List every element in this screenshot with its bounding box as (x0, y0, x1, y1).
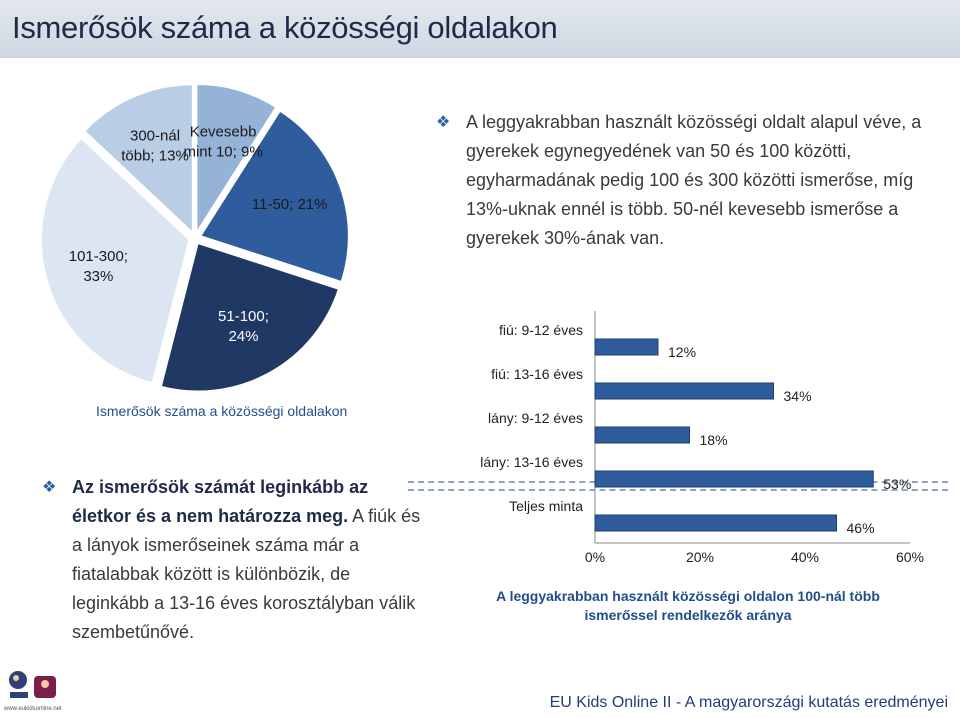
category-label: fiú: 9-12 éves (499, 322, 583, 338)
finding-body: A fiúk és a lányok ismerőseinek száma má… (72, 506, 421, 642)
logo-url: www.eukidsonline.net (4, 706, 62, 712)
value-label: 12% (668, 344, 696, 360)
value-label: 53% (883, 476, 911, 492)
summary-text: ❖ A leggyakrabban használt közösségi old… (436, 108, 936, 253)
pie-chart: Kevesebb mint 10; 9% 11-50; 21% 51-100; 24% 1… (40, 83, 350, 392)
value-label: 34% (784, 388, 812, 404)
finding-lead: Az ismerősök számát leginkább az életkor… (72, 477, 369, 526)
category-label: lány: 9-12 éves (488, 410, 583, 426)
pie-slice (160, 242, 340, 392)
pie-slice-label: 101-300; 33% (69, 248, 128, 285)
bar (594, 338, 659, 356)
pie-chart-title: Ismerősök száma a közösségi oldalakon (96, 403, 348, 419)
pie-slice (83, 83, 194, 235)
category-label: Teljes minta (509, 498, 583, 514)
x-tick-label: 40% (791, 549, 819, 565)
bar-chart: fiú: 9-12 éves fiú: 13-16 éves lány: 9-12 … (480, 311, 924, 575)
title-bar (0, 0, 960, 58)
category-label: lány: 13-16 éves (480, 454, 583, 470)
bar-chart-title: A leggyakrabban használt közösségi oldal… (496, 588, 880, 623)
footer-text: EU Kids Online II - A magyarországi kuta… (549, 694, 948, 711)
slide-title: Ismerősök száma a közösségi oldalakon (12, 10, 558, 45)
bar (594, 514, 837, 532)
pie-slice-label: 11-50; 21% (252, 196, 328, 213)
pie-slice (195, 83, 278, 235)
x-tick-label: 0% (585, 549, 605, 565)
eukidsonline-logo (9, 671, 56, 698)
pie-slice (199, 109, 350, 283)
bullet-diamond-icon: ❖ (42, 479, 57, 496)
value-label: 18% (700, 432, 728, 448)
finding-text: ❖ Az ismerősök számát leginkább az életk… (42, 473, 432, 647)
bar (594, 470, 874, 488)
summary-text-body: A leggyakrabban használt közösségi oldal… (466, 112, 922, 248)
x-tick-label: 60% (896, 549, 924, 565)
pie-slice-label: 300-nál több; 13% (121, 128, 189, 165)
divider-line (408, 489, 948, 491)
value-label: 46% (847, 520, 875, 536)
x-axis-title: százalék (724, 572, 781, 575)
category-label: fiú: 13-16 éves (491, 366, 583, 382)
x-tick-label: 20% (686, 549, 714, 565)
bar (594, 382, 774, 400)
pie-slice-label: 51-100; 24% (218, 308, 269, 345)
pie-slice (40, 137, 191, 384)
bullet-diamond-icon: ❖ (436, 114, 451, 131)
pie-slice-label: Kevesebb mint 10; 9% (183, 123, 262, 160)
bar (594, 426, 690, 444)
